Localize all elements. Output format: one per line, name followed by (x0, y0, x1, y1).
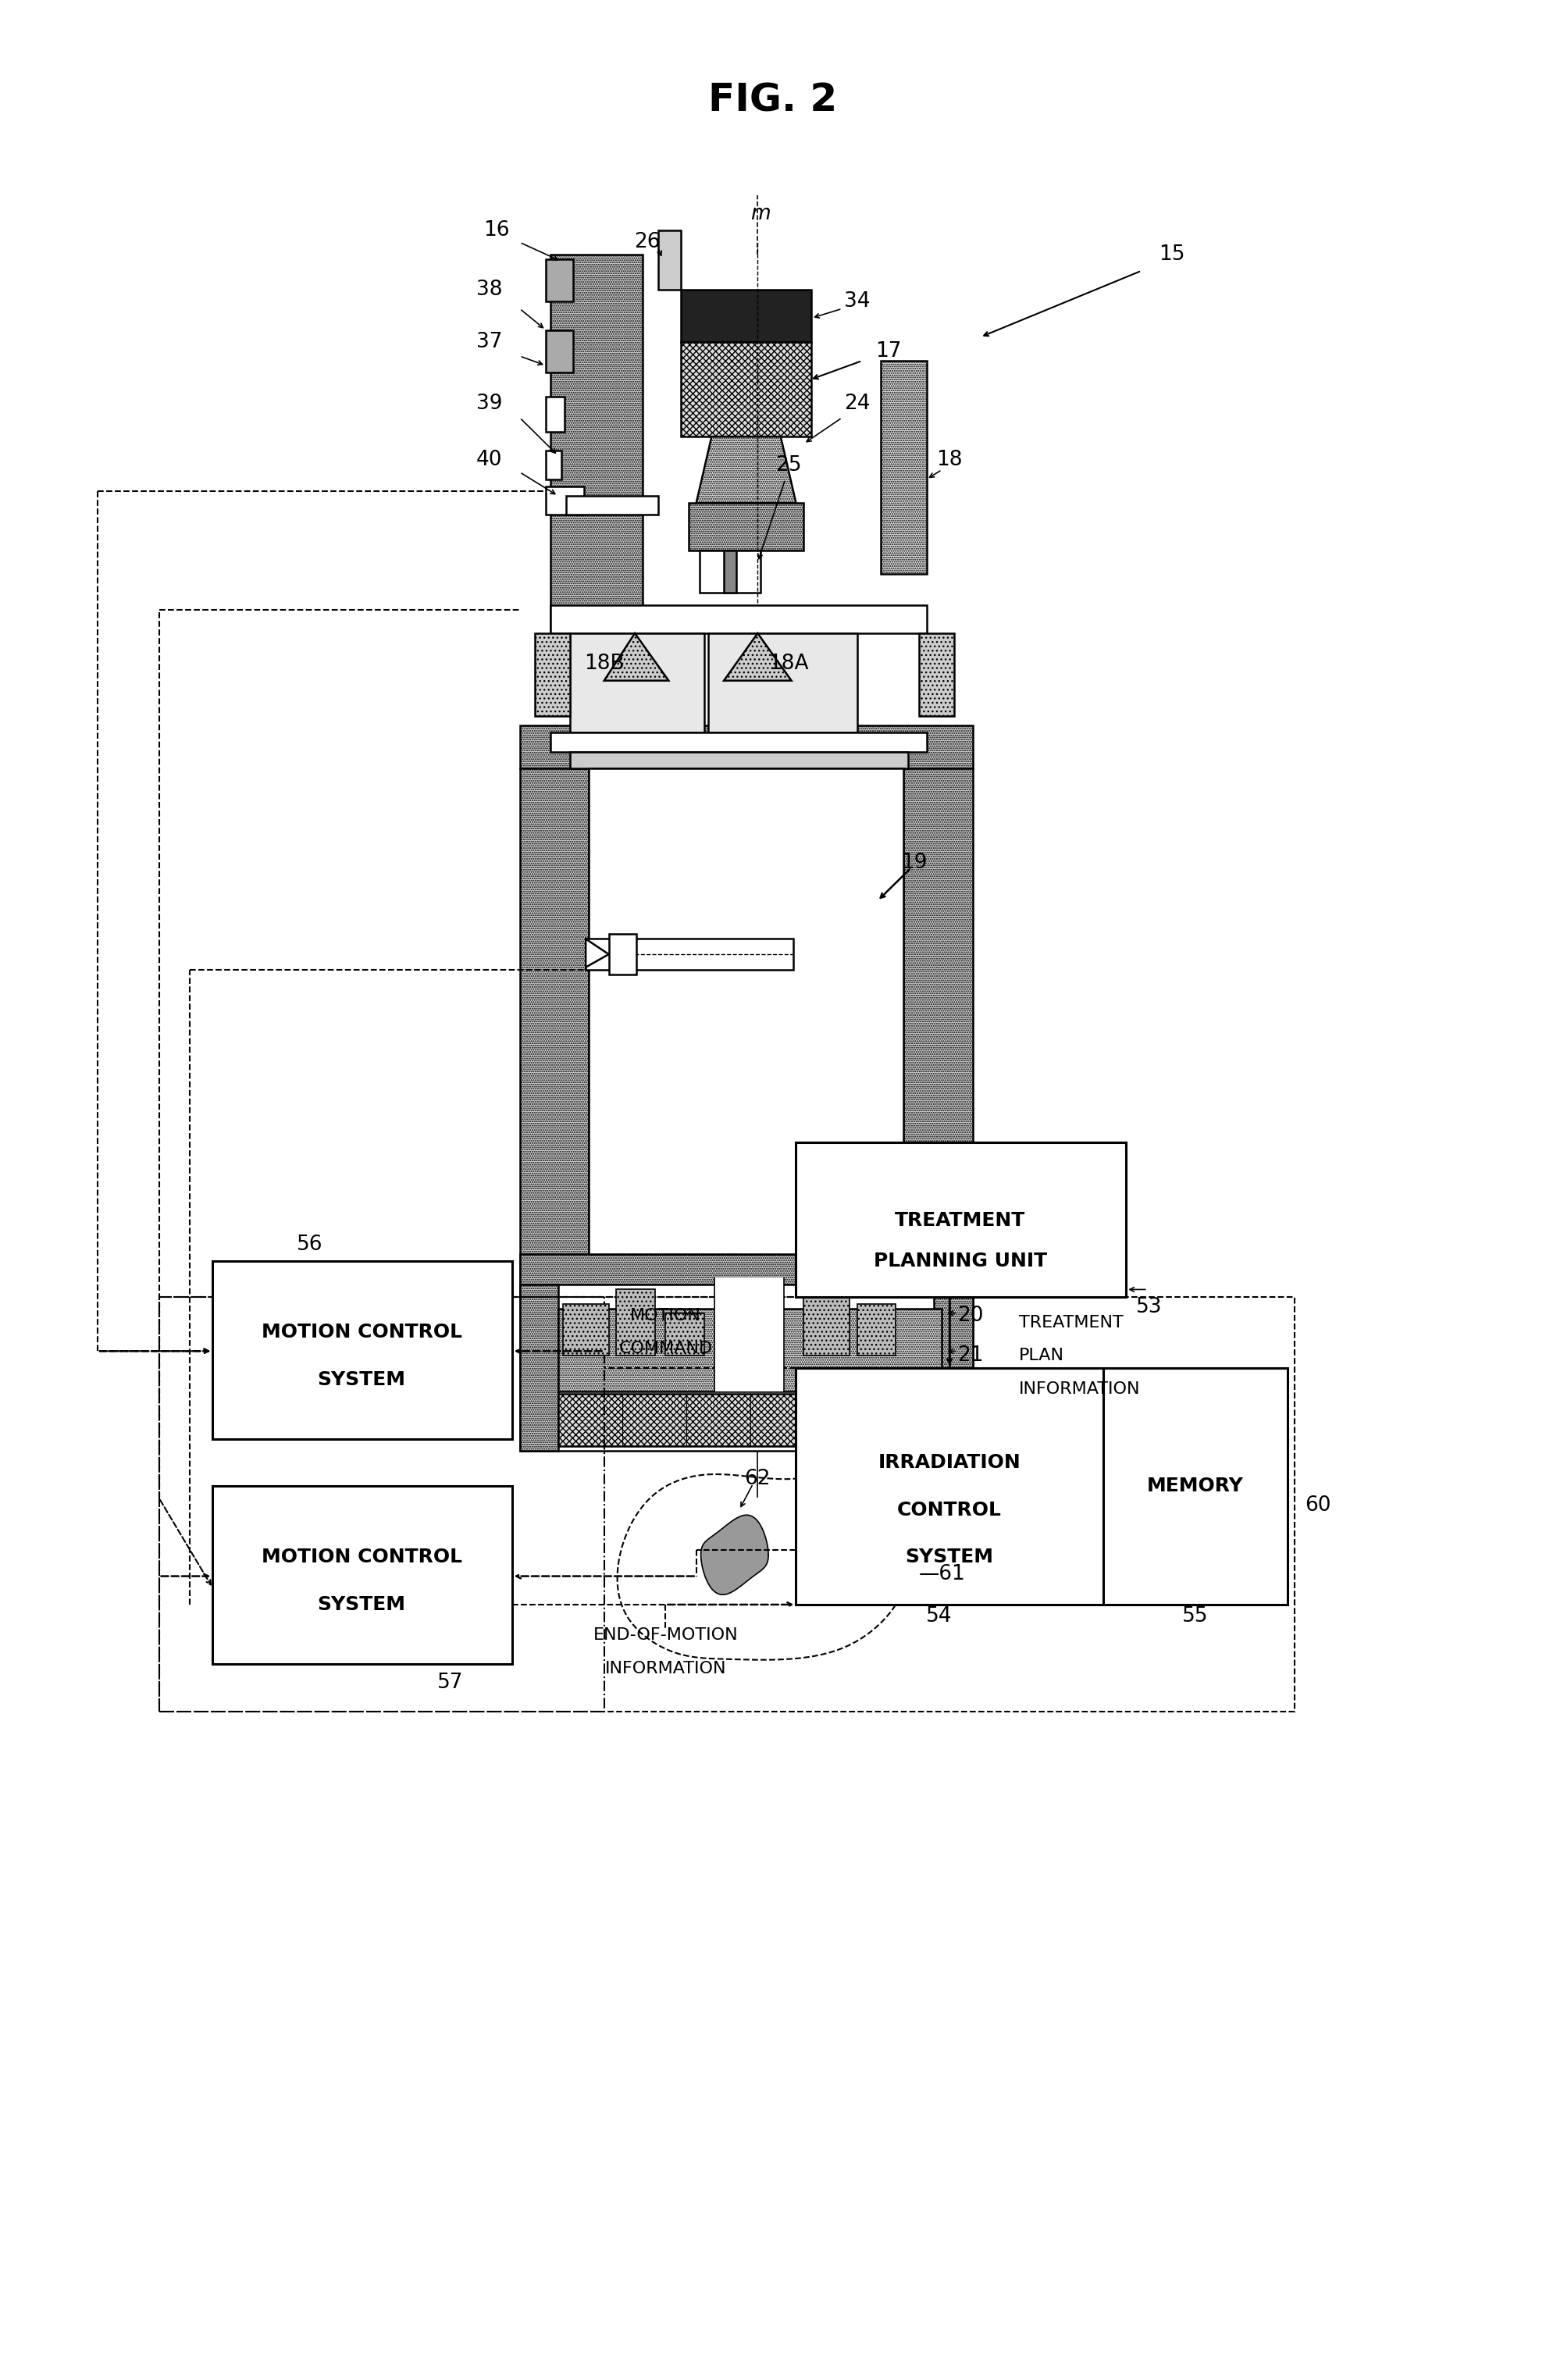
Text: 24: 24 (844, 393, 870, 414)
Text: 60: 60 (1305, 1495, 1331, 1516)
Bar (546, 486, 584, 514)
Bar (570, 752, 908, 769)
Text: END-OF-MOTION: END-OF-MOTION (594, 1628, 737, 1642)
Bar (546, 259, 574, 302)
Bar (519, 1285, 558, 1449)
Text: 18A: 18A (768, 654, 809, 674)
Bar (796, 1142, 1125, 1297)
Text: 34: 34 (844, 290, 870, 312)
Bar (881, 362, 926, 574)
Text: 25: 25 (775, 455, 801, 476)
Text: 37: 37 (476, 331, 502, 352)
Polygon shape (586, 938, 609, 966)
Bar (903, 769, 972, 1297)
Text: PLANNING UNIT: PLANNING UNIT (873, 1252, 1047, 1271)
Text: MOTION CONTROL: MOTION CONTROL (261, 1547, 462, 1566)
Text: SYSTEM: SYSTEM (317, 1595, 405, 1614)
Polygon shape (696, 436, 796, 502)
Text: 21: 21 (957, 1345, 983, 1366)
Text: 38: 38 (476, 278, 502, 300)
Text: 18B: 18B (584, 654, 625, 674)
Text: FIG. 2: FIG. 2 (708, 81, 838, 119)
Bar (724, 550, 736, 593)
Text: 56: 56 (297, 1235, 323, 1254)
Text: MOTION CONTROL: MOTION CONTROL (261, 1323, 462, 1342)
Bar (213, 1261, 512, 1440)
Polygon shape (700, 1516, 768, 1595)
Text: SYSTEM: SYSTEM (317, 1371, 405, 1390)
Bar (934, 1285, 972, 1449)
Bar (550, 255, 643, 669)
Bar (519, 726, 972, 769)
Text: 19: 19 (901, 852, 928, 873)
Text: 57: 57 (438, 1673, 464, 1692)
Bar (680, 343, 812, 436)
Text: SYSTEM: SYSTEM (906, 1547, 994, 1566)
Bar (519, 769, 589, 1297)
Bar (699, 550, 761, 593)
Bar (546, 450, 561, 478)
Text: 15: 15 (1160, 245, 1186, 264)
Bar (589, 769, 903, 1254)
Text: 62: 62 (745, 1468, 771, 1490)
Bar (546, 397, 564, 431)
Bar (586, 938, 793, 969)
Text: 26: 26 (634, 233, 660, 252)
Text: TREATMENT: TREATMENT (1019, 1314, 1122, 1330)
Bar (550, 605, 926, 633)
Polygon shape (570, 633, 703, 733)
Text: CONTROL: CONTROL (897, 1499, 1002, 1518)
Bar (714, 1278, 784, 1392)
Bar (609, 933, 637, 973)
Bar (550, 733, 926, 752)
Text: 53: 53 (1136, 1297, 1163, 1316)
Text: 39: 39 (476, 393, 502, 414)
Text: PLAN: PLAN (1019, 1347, 1064, 1364)
Bar (804, 1290, 850, 1357)
Bar (1102, 1368, 1288, 1604)
Text: MEMORY: MEMORY (1147, 1476, 1243, 1495)
Bar (558, 1395, 942, 1447)
Bar (858, 1304, 895, 1357)
Text: 55: 55 (1183, 1606, 1209, 1626)
Bar (213, 1485, 512, 1664)
Bar (519, 1285, 972, 1449)
Bar (680, 290, 812, 343)
Text: INFORMATION: INFORMATION (1019, 1380, 1139, 1397)
Bar (519, 1254, 972, 1297)
Text: MOTION: MOTION (631, 1307, 700, 1323)
Bar (659, 231, 680, 290)
Text: —61: —61 (918, 1564, 966, 1585)
Text: COMMAND: COMMAND (618, 1340, 713, 1357)
Bar (159, 1297, 604, 1711)
Bar (535, 633, 570, 716)
Bar (617, 1290, 656, 1357)
Bar (566, 495, 659, 514)
Text: INFORMATION: INFORMATION (604, 1661, 727, 1676)
Polygon shape (724, 633, 792, 681)
Bar (159, 1297, 1296, 1711)
Bar (796, 1368, 1102, 1604)
Text: 54: 54 (926, 1606, 952, 1626)
Text: 16: 16 (484, 221, 510, 240)
Bar (563, 1304, 609, 1357)
Polygon shape (604, 633, 668, 681)
Text: TREATMENT: TREATMENT (895, 1211, 1025, 1230)
Text: 40: 40 (476, 450, 502, 471)
Text: 20: 20 (957, 1304, 983, 1326)
Bar (558, 1309, 942, 1392)
Bar (665, 1314, 703, 1357)
Bar (918, 633, 954, 716)
Text: IRRADIATION: IRRADIATION (878, 1454, 1020, 1471)
Text: 18: 18 (937, 450, 963, 471)
Text: 17: 17 (875, 340, 901, 362)
Text: m: m (751, 205, 771, 224)
Polygon shape (708, 633, 858, 733)
Bar (688, 502, 804, 550)
Bar (546, 331, 574, 374)
